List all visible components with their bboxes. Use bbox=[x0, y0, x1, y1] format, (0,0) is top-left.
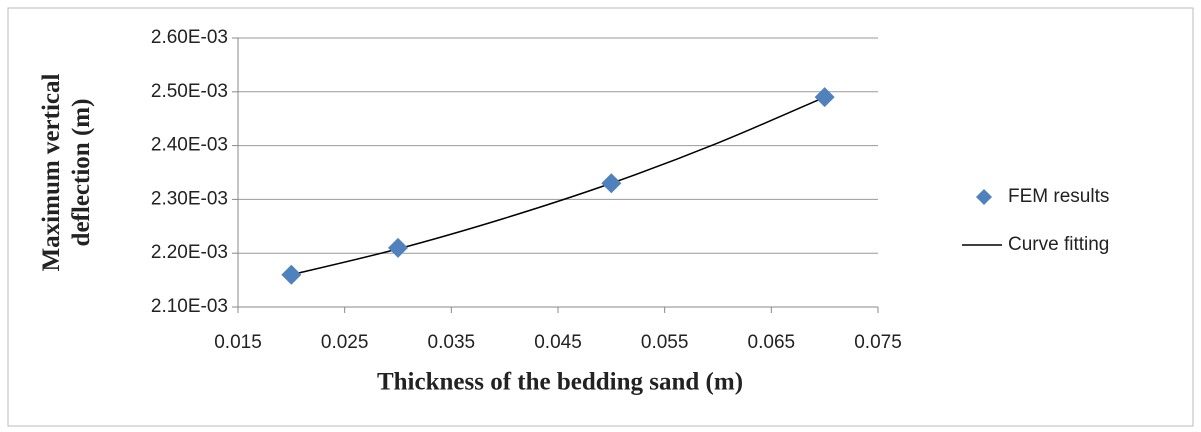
y-axis-title: Maximum vertical deflection (m) bbox=[38, 74, 95, 272]
legend-label: FEM results bbox=[1008, 186, 1109, 207]
y-tick-label: 2.30E-03 bbox=[151, 188, 228, 209]
x-tick-label: 0.065 bbox=[748, 332, 796, 353]
legend-label: Curve fitting bbox=[1008, 234, 1109, 255]
x-tick-label: 0.075 bbox=[854, 332, 902, 353]
y-tick-label: 2.60E-03 bbox=[151, 27, 228, 48]
x-tick-label: 0.015 bbox=[214, 332, 262, 353]
data-point bbox=[814, 87, 835, 108]
legend-marker bbox=[976, 189, 992, 205]
data-point bbox=[281, 264, 302, 285]
y-tick-label: 2.10E-03 bbox=[151, 296, 228, 317]
x-tick-label: 0.055 bbox=[641, 332, 689, 353]
fit-curve bbox=[291, 96, 825, 276]
x-tick-label: 0.045 bbox=[534, 332, 582, 353]
data-point bbox=[388, 237, 408, 258]
chart-frame bbox=[7, 7, 1194, 427]
y-tick-label: 2.20E-03 bbox=[151, 242, 228, 263]
y-tick-label: 2.50E-03 bbox=[151, 81, 228, 102]
data-point bbox=[601, 173, 622, 194]
x-tick-label: 0.025 bbox=[321, 332, 369, 353]
y-tick-label: 2.40E-03 bbox=[151, 135, 228, 156]
x-tick-label: 0.035 bbox=[428, 332, 476, 353]
x-axis-title: Thickness of the bedding sand (m) bbox=[377, 369, 743, 396]
